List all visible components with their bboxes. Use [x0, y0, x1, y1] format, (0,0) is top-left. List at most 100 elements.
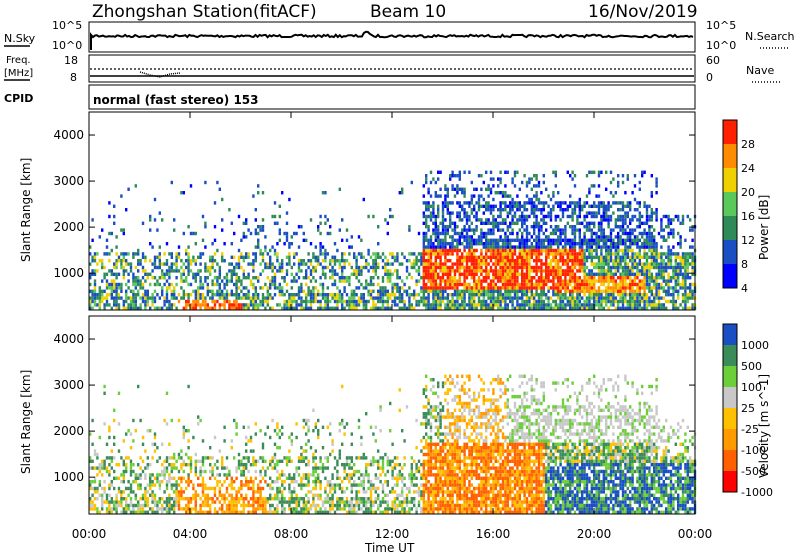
- heatmap-cell: [521, 299, 524, 304]
- heatmap-cell: [96, 269, 99, 273]
- heatmap-cell: [427, 303, 430, 307]
- heatmap-cell: [501, 306, 505, 310]
- heatmap-cell: [249, 299, 253, 304]
- heatmap-cell: [374, 303, 377, 307]
- heatmap-cell: [393, 255, 397, 259]
- heatmap-cell: [434, 279, 437, 283]
- heatmap-cell: [523, 238, 526, 242]
- heatmap-cell: [621, 259, 625, 263]
- heatmap-cell: [396, 289, 399, 293]
- heatmap-cell: [324, 293, 327, 297]
- heatmap-cell: [607, 279, 610, 283]
- heatmap-cell: [206, 269, 209, 273]
- heatmap-cell: [475, 265, 478, 270]
- heatmap-cell: [576, 306, 579, 310]
- heatmap-cell: [153, 503, 157, 508]
- heatmap-cell: [504, 296, 507, 300]
- heatmap-cell: [672, 265, 675, 270]
- heatmap-cell: [487, 262, 490, 266]
- heatmap-cell: [211, 299, 214, 304]
- heatmap-cell: [439, 248, 442, 253]
- heatmap-cell: [437, 293, 440, 297]
- heatmap-cell: [480, 235, 483, 239]
- heatmap-cell: [559, 299, 562, 304]
- heatmap-cell: [501, 279, 505, 283]
- heatmap-cell: [585, 259, 589, 263]
- heatmap-cell: [597, 174, 601, 178]
- heatmap-cell: [209, 463, 212, 467]
- heatmap-cell: [379, 296, 382, 300]
- heatmap-cell: [213, 435, 217, 440]
- heatmap-cell: [638, 289, 641, 293]
- heatmap-cell: [533, 303, 536, 307]
- heatmap-cell: [223, 425, 226, 429]
- heatmap-cell: [581, 279, 584, 283]
- heatmap-cell: [132, 469, 135, 474]
- heatmap-cell: [165, 242, 169, 246]
- heatmap-cell: [456, 296, 459, 300]
- heatmap-cell: [120, 456, 123, 460]
- heatmap-cell: [401, 262, 404, 266]
- heatmap-cell: [621, 279, 625, 283]
- heatmap-cell: [434, 194, 437, 198]
- heatmap-cell: [669, 293, 673, 297]
- heatmap-cell: [209, 456, 212, 460]
- heatmap-cell: [141, 296, 145, 300]
- heatmap-cell: [552, 306, 555, 310]
- heatmap-cell: [348, 303, 351, 307]
- heatmap-cell: [590, 214, 593, 219]
- heatmap-cell: [513, 214, 517, 219]
- heatmap-cell: [590, 272, 593, 276]
- heatmap-cell: [273, 282, 277, 287]
- heatmap-cell: [518, 289, 521, 293]
- heatmap-cell: [672, 303, 675, 307]
- heatmap-cell: [348, 306, 351, 310]
- heatmap-cell: [379, 286, 382, 290]
- heatmap-cell: [636, 303, 639, 307]
- heatmap-cell: [489, 252, 493, 256]
- heatmap-cell: [101, 473, 104, 477]
- heatmap-cell: [101, 503, 104, 508]
- heatmap-cell: [461, 282, 464, 287]
- heatmap-cell: [427, 238, 430, 242]
- heatmap-cell: [645, 252, 649, 256]
- heatmap-cell: [595, 279, 598, 283]
- heatmap-cell: [521, 255, 524, 259]
- heatmap-cell: [463, 303, 466, 307]
- heatmap-cell: [235, 289, 238, 293]
- heatmap-cell: [624, 269, 627, 273]
- heatmap-cell: [557, 303, 560, 307]
- heatmap-cell: [441, 221, 445, 225]
- heatmap-cell: [504, 238, 507, 242]
- heatmap-cell: [583, 235, 586, 239]
- heatmap-cell: [350, 289, 353, 293]
- heatmap-cell: [312, 299, 315, 304]
- heatmap-cell: [221, 255, 224, 259]
- heatmap-cell: [588, 303, 591, 307]
- heatmap-cell: [425, 235, 428, 239]
- heatmap-cell: [501, 201, 505, 205]
- heatmap-cell: [321, 293, 325, 297]
- heatmap-cell: [530, 248, 533, 253]
- heatmap-cell: [641, 242, 644, 246]
- heatmap-cell: [605, 289, 608, 293]
- heatmap-cell: [528, 214, 531, 219]
- heatmap-cell: [257, 296, 260, 300]
- heatmap-cell: [182, 191, 185, 195]
- heatmap-cell: [175, 466, 178, 470]
- heatmap-cell: [528, 197, 531, 202]
- heatmap-cell: [578, 228, 581, 232]
- heatmap-cell: [209, 469, 212, 474]
- heatmap-cell: [470, 245, 473, 249]
- heatmap-cell: [194, 279, 197, 283]
- heatmap-cell: [432, 248, 435, 253]
- heatmap-cell: [530, 177, 533, 181]
- heatmap-cell: [648, 272, 651, 276]
- heatmap-cell: [120, 194, 123, 198]
- heatmap-cell: [177, 418, 181, 423]
- heatmap-cell: [545, 265, 548, 270]
- heatmap-cell: [636, 282, 639, 287]
- heatmap-cell: [684, 286, 687, 290]
- heatmap-cell: [293, 306, 296, 310]
- heatmap-cell: [499, 180, 502, 185]
